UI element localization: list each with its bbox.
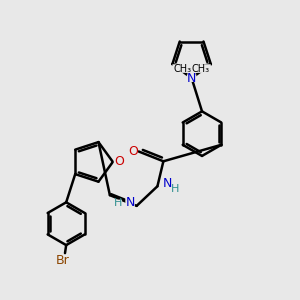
Text: Br: Br <box>56 254 69 267</box>
FancyBboxPatch shape <box>190 64 211 73</box>
FancyBboxPatch shape <box>55 256 70 265</box>
Text: O: O <box>128 145 138 158</box>
FancyBboxPatch shape <box>125 198 135 207</box>
FancyBboxPatch shape <box>187 74 196 82</box>
Text: CH₃: CH₃ <box>192 64 210 74</box>
FancyBboxPatch shape <box>171 185 179 193</box>
Text: H: H <box>114 199 122 208</box>
Text: H: H <box>171 184 179 194</box>
FancyBboxPatch shape <box>128 147 138 156</box>
Text: N: N <box>125 196 135 209</box>
Text: CH₃: CH₃ <box>173 64 192 74</box>
FancyBboxPatch shape <box>114 157 124 167</box>
FancyBboxPatch shape <box>162 178 172 188</box>
FancyBboxPatch shape <box>172 64 193 73</box>
Text: N: N <box>187 72 196 85</box>
FancyBboxPatch shape <box>114 200 122 207</box>
Text: N: N <box>162 177 172 190</box>
Text: O: O <box>114 155 124 168</box>
